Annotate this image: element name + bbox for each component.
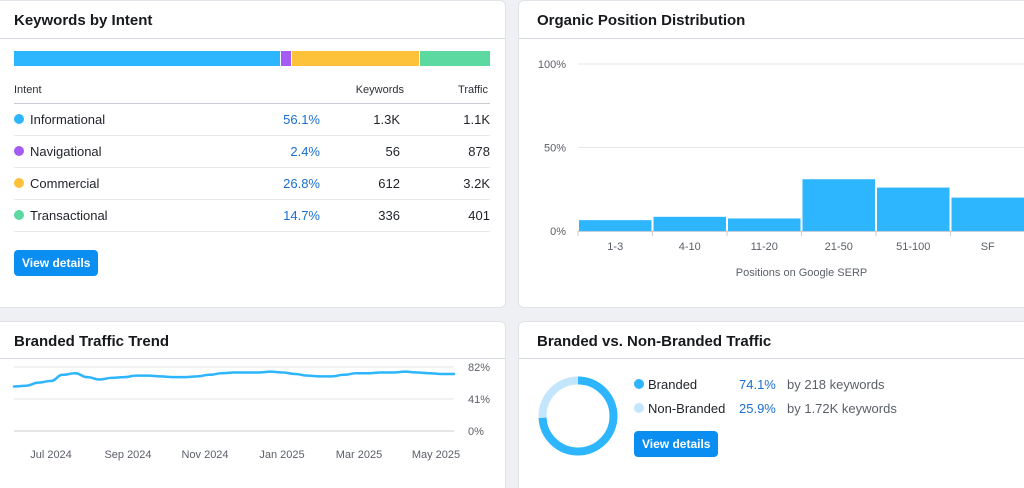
intent-name: Informational — [30, 112, 106, 127]
intent-row-commercial: Commercial 26.8% 612 3.2K — [14, 168, 490, 200]
y-tick-label: 82% — [468, 362, 490, 374]
intent-bar-navigational[interactable] — [281, 51, 293, 66]
branded-vs-non-branded-card: Branded vs. Non-Branded Traffic Branded … — [518, 321, 1024, 488]
legend-name: Branded — [648, 377, 698, 392]
branded-traffic-line[interactable] — [12, 370, 456, 388]
x-tick-label: 4-10 — [679, 241, 701, 253]
x-tick-label: Mar 2025 — [336, 449, 382, 461]
legend-branded: Branded 74.1% by 218 keywords — [634, 377, 934, 393]
intent-name: Navigational — [30, 144, 102, 159]
x-tick-label: 11-20 — [751, 241, 778, 253]
keywords-by-intent-title: Keywords by Intent — [14, 12, 153, 29]
intent-keywords: 1.3K — [373, 112, 400, 127]
branded-traffic-trend-chart: 0% 41% 82% Jul 2024 Sep 2024 Nov 2024 Jan 2025… — [12, 362, 490, 461]
intent-keywords: 336 — [378, 208, 400, 223]
non-branded-slice[interactable] — [538, 376, 618, 456]
intent-keywords: 612 — [378, 176, 400, 191]
card-header-divider — [0, 38, 505, 39]
keywords-by-intent-card: Keywords by Intent Intent Keywords Traff… — [0, 0, 506, 308]
y-tick-label: 50% — [544, 143, 566, 155]
intent-row-informational: Informational 56.1% 1.3K 1.1K — [14, 104, 490, 136]
column-header-traffic[interactable]: Traffic — [458, 84, 488, 96]
informational-dot-icon — [14, 114, 24, 124]
intent-percent-link[interactable]: 2.4% — [290, 144, 320, 159]
card-header-divider — [0, 358, 505, 359]
y-tick-label: 100% — [538, 59, 566, 71]
y-tick-label: 41% — [468, 394, 490, 406]
legend-keywords: by 1.72K keywords — [787, 401, 897, 416]
intent-traffic: 3.2K — [463, 176, 490, 191]
organic-position-title: Organic Position Distribution — [537, 12, 746, 29]
y-tick-label: 0% — [550, 226, 566, 238]
intent-traffic: 878 — [468, 144, 490, 159]
non-branded-dot-icon — [634, 403, 644, 413]
table-header-divider — [14, 103, 490, 104]
legend-percent-link[interactable]: 74.1% — [739, 377, 776, 392]
column-header-intent: Intent — [14, 84, 42, 96]
intent-view-details-button[interactable]: View details — [14, 250, 99, 276]
x-tick-label: Jan 2025 — [259, 449, 304, 461]
x-tick-label: May 2025 — [412, 449, 460, 461]
position-bar[interactable] — [802, 179, 876, 231]
intent-share-bar — [14, 51, 490, 66]
branded-traffic-trend-title: Branded Traffic Trend — [14, 333, 170, 350]
legend-percent-link[interactable]: 25.9% — [739, 401, 776, 416]
intent-percent-link[interactable]: 56.1% — [283, 112, 320, 127]
x-tick-label: SF — [981, 241, 995, 253]
organic-position-card: Organic Position Distribution 0% 50% 100% 1… — [518, 0, 1024, 308]
branded-view-details-button[interactable]: View details — [634, 431, 719, 457]
intent-name: Commercial — [30, 176, 100, 191]
branded-traffic-trend-card: Branded Traffic Trend 0% 41% 82% Jul 2024 Se… — [0, 321, 506, 488]
intent-percent-link[interactable]: 14.7% — [283, 208, 320, 223]
intent-row-transactional: Transactional 14.7% 336 401 — [14, 200, 490, 232]
branded-donut-chart — [538, 376, 618, 456]
legend-keywords: by 218 keywords — [787, 377, 885, 392]
intent-row-navigational: Navigational 2.4% 56 878 — [14, 136, 490, 168]
branded-vs-non-branded-title: Branded vs. Non-Branded Traffic — [537, 333, 772, 350]
x-tick-label: Sep 2024 — [104, 449, 151, 461]
transactional-dot-icon — [14, 210, 24, 220]
y-tick-label: 0% — [468, 426, 484, 438]
branded-dot-icon — [634, 379, 644, 389]
position-bar[interactable] — [877, 187, 950, 231]
intent-bar-transactional[interactable] — [420, 51, 490, 66]
intent-percent-link[interactable]: 26.8% — [283, 176, 320, 191]
intent-keywords: 56 — [385, 144, 400, 159]
column-header-keywords[interactable]: Keywords — [355, 84, 404, 96]
x-tick-label: Jul 2024 — [30, 449, 72, 461]
x-axis-label: Positions on Google SERP — [736, 267, 867, 279]
legend-name: Non-Branded — [648, 401, 726, 416]
intent-bar-commercial[interactable] — [292, 51, 421, 66]
x-tick-label: 51-100 — [896, 241, 930, 253]
x-tick-label: Nov 2024 — [181, 449, 228, 461]
intent-traffic: 1.1K — [463, 112, 490, 127]
position-bar[interactable] — [951, 197, 1024, 231]
intent-name: Transactional — [30, 208, 108, 223]
legend-non-branded: Non-Branded 25.9% by 1.72K keywords — [634, 401, 934, 417]
intent-bar-informational[interactable] — [14, 51, 282, 66]
commercial-dot-icon — [14, 178, 24, 188]
x-tick-label: 21-50 — [825, 241, 853, 253]
position-bar[interactable] — [579, 220, 652, 231]
x-tick-label: 1-3 — [607, 241, 623, 253]
position-bar[interactable] — [653, 216, 727, 231]
card-header-divider — [519, 358, 1024, 359]
intent-traffic: 401 — [468, 208, 490, 223]
organic-position-chart: 0% 50% 100% 1-3 4-10 11-20 21-50 51-100 SF Positi… — [538, 59, 1024, 279]
card-header-divider — [519, 38, 1024, 39]
navigational-dot-icon — [14, 146, 24, 156]
position-bar[interactable] — [728, 218, 801, 231]
